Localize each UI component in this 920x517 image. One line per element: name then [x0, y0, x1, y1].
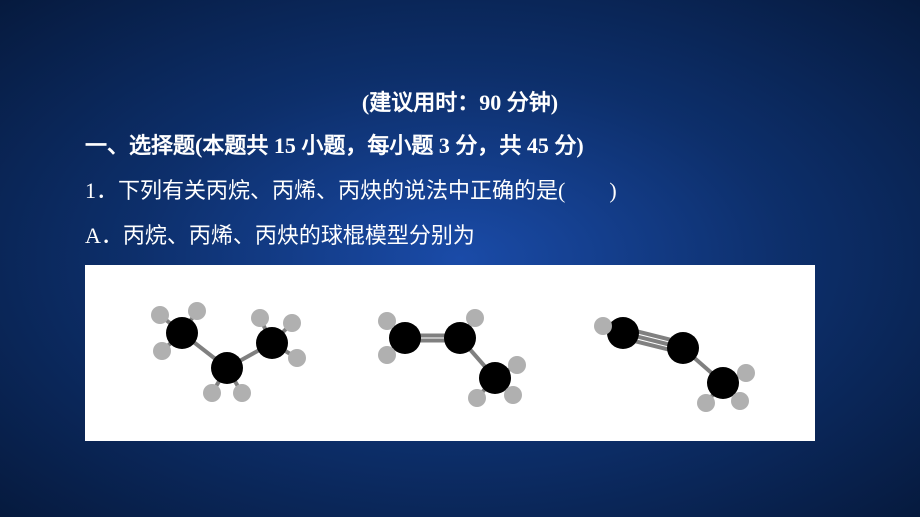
molecule-image-box [85, 265, 815, 441]
slide-content: (建议用时：90 分钟) 一、选择题(本题共 15 小题，每小题 3 分，共 4… [85, 85, 835, 441]
molecule-propyne [562, 293, 785, 413]
question-text: 1．下列有关丙烷、丙烯、丙炔的说法中正确的是( ) [85, 176, 835, 207]
molecule-propane [115, 293, 338, 413]
section-heading: 一、选择题(本题共 15 小题，每小题 3 分，共 45 分) [85, 131, 835, 162]
molecule-propene [338, 293, 561, 413]
timing-note: (建议用时：90 分钟) [85, 85, 835, 117]
option-a-text: A．丙烷、丙烯、丙炔的球棍模型分别为 [85, 221, 835, 252]
